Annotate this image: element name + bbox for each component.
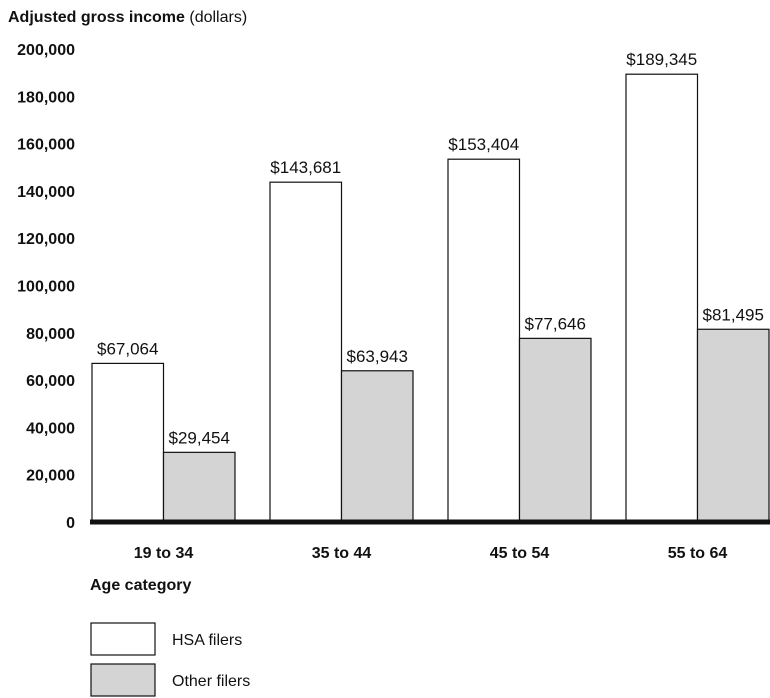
legend-label-hsa: HSA filers	[172, 632, 242, 649]
chart-title-unit: (dollars)	[185, 9, 247, 26]
x-tick-label: 19 to 34	[134, 545, 194, 562]
bar-other-filers	[696, 328, 770, 523]
data-labels: $67,064 $29,454 $143,681 $63,943 $153,404 $77…	[97, 50, 764, 447]
bar-hsa-filers	[625, 73, 699, 523]
y-tick-label: 100,000	[17, 279, 75, 296]
bar-hsa-filers	[91, 362, 165, 523]
y-axis: 0 20,000 40,000 60,000 80,000 100,000 120,000 1…	[17, 42, 75, 532]
data-label: $153,404	[448, 135, 519, 154]
x-axis: 19 to 34 35 to 44 45 to 54 55 to 64	[134, 545, 728, 562]
y-tick-label: 160,000	[17, 137, 75, 154]
x-axis-title: Age category	[90, 577, 191, 594]
x-tick-label: 55 to 64	[668, 545, 728, 562]
y-tick-label: 80,000	[26, 326, 75, 343]
legend-swatch-hsa	[90, 622, 156, 656]
y-tick-label: 200,000	[17, 42, 75, 59]
data-label: $143,681	[270, 158, 341, 177]
y-tick-label: 40,000	[26, 420, 75, 437]
bar-other-filers	[340, 370, 414, 523]
data-label: $63,943	[347, 347, 408, 366]
y-tick-label: 20,000	[26, 468, 75, 485]
x-tick-label: 35 to 44	[312, 545, 372, 562]
data-label: $189,345	[626, 50, 697, 69]
data-label: $29,454	[169, 428, 230, 447]
bar-other-filers	[162, 451, 236, 523]
y-tick-label: 180,000	[17, 89, 75, 106]
bar-hsa-filers	[447, 158, 521, 523]
y-tick-label: 0	[66, 515, 75, 532]
bar-hsa-filers	[269, 181, 343, 523]
y-tick-label: 60,000	[26, 373, 75, 390]
legend-swatch-other	[90, 663, 156, 697]
bar-other-filers	[518, 337, 592, 523]
bars	[91, 73, 770, 523]
y-tick-label: 120,000	[17, 231, 75, 248]
data-label: $77,646	[525, 314, 586, 333]
chart-title-bold: Adjusted gross income	[8, 9, 185, 26]
chart-title: Adjusted gross income (dollars)	[8, 9, 247, 26]
data-label: $67,064	[97, 339, 158, 358]
data-label: $81,495	[703, 305, 764, 324]
legend: HSA filers Other filers	[90, 622, 250, 697]
y-tick-label: 140,000	[17, 184, 75, 201]
x-tick-label: 45 to 54	[490, 545, 550, 562]
legend-label-other: Other filers	[172, 673, 250, 690]
